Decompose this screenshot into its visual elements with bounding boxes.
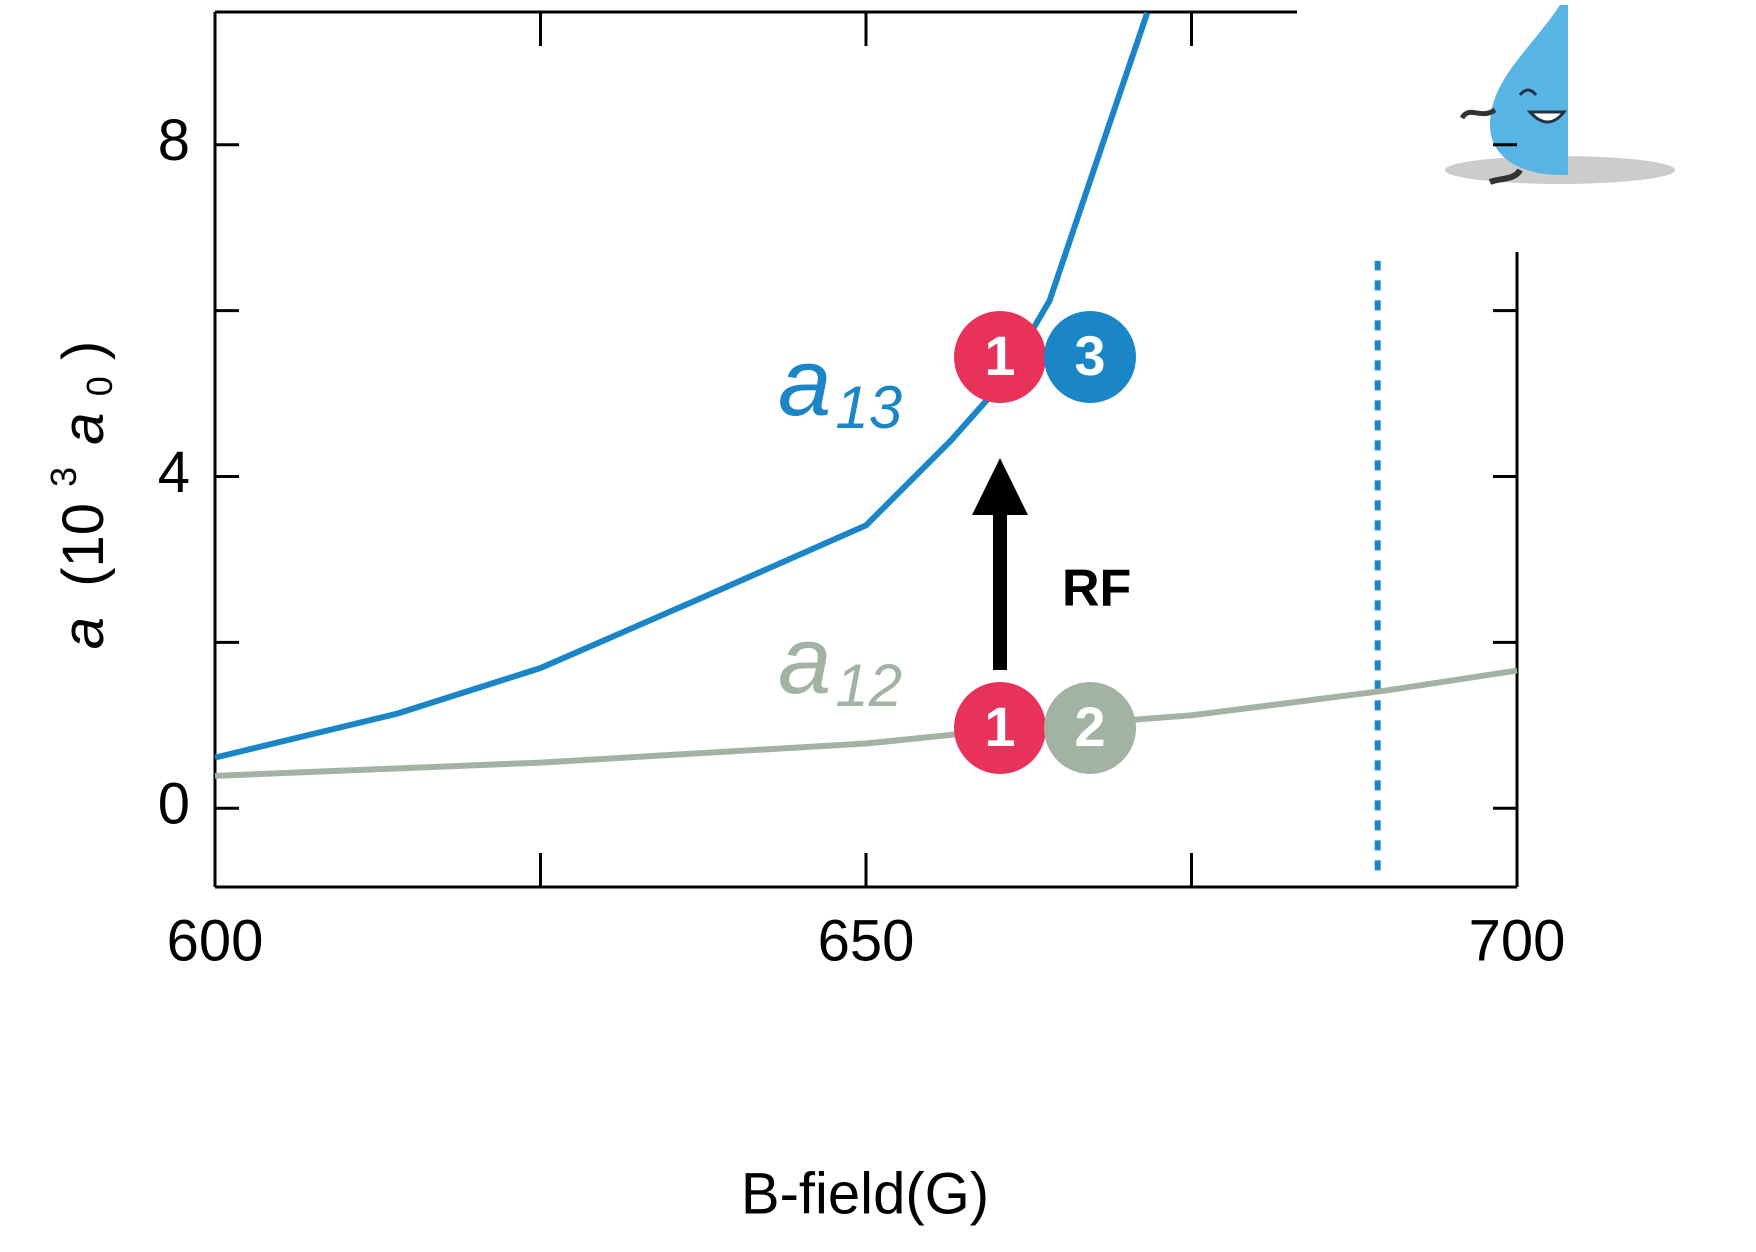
series-label-name: a	[778, 607, 831, 714]
particle	[954, 682, 1046, 774]
particle	[954, 311, 1046, 403]
series-label-name: a	[778, 329, 831, 436]
y-label-part: a	[51, 617, 116, 649]
series-line	[214, 11, 1151, 761]
series-label-sub: 13	[835, 374, 902, 441]
y-tick-label: 4	[158, 440, 190, 505]
x-tick-label: 650	[818, 908, 915, 973]
series-label-sub: 12	[835, 652, 902, 719]
series-label: a12	[778, 607, 902, 718]
particle	[1044, 682, 1136, 774]
particle-label: 3	[1074, 324, 1105, 387]
y-label-part: )	[51, 341, 116, 360]
particle-label: 2	[1074, 695, 1105, 758]
arrow-head	[972, 458, 1028, 515]
y-label-part: a	[51, 412, 116, 444]
particle	[1044, 311, 1136, 403]
y-label-part: (10	[51, 503, 116, 587]
x-tick-label: 600	[167, 908, 264, 973]
y-axis-label: a (10 3 a 0 )	[29, 341, 130, 649]
cartoon	[1445, 5, 1675, 185]
particle-label: 1	[984, 695, 1015, 758]
y-label-part: 0	[79, 376, 120, 396]
y-tick-label: 8	[158, 108, 190, 173]
y-label-part: 3	[43, 467, 84, 487]
x-axis-label: B-field(G)	[741, 1161, 989, 1226]
particle-label: 1	[984, 324, 1015, 387]
arrow-label: RF	[1062, 560, 1131, 618]
x-tick-label: 700	[1469, 908, 1566, 973]
series-label: a13	[778, 329, 902, 440]
y-tick-label: 0	[158, 772, 190, 837]
